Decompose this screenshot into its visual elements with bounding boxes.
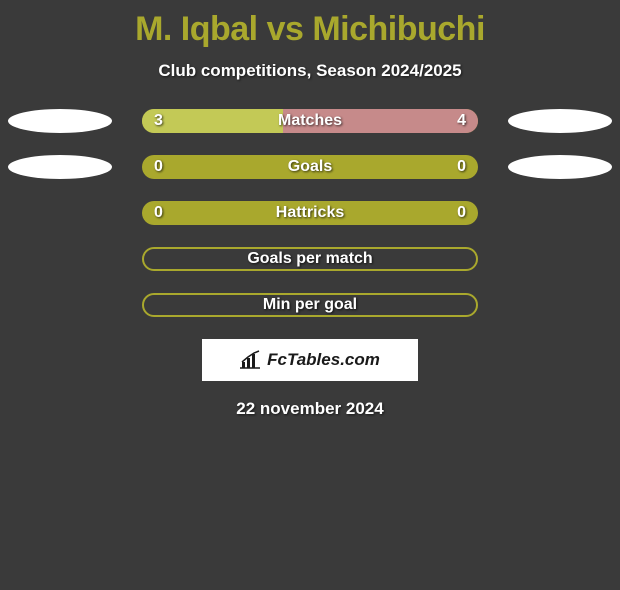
stat-row: 0 0 Goals	[0, 155, 620, 179]
right-value: 0	[457, 204, 466, 222]
left-marker	[8, 109, 112, 133]
stat-bar: 0 0 Hattricks	[142, 201, 478, 225]
stat-label: Hattricks	[276, 204, 344, 222]
left-value: 0	[154, 204, 163, 222]
stat-bar: 3 4 Matches	[142, 109, 478, 133]
stat-bar: 0 0 Goals	[142, 155, 478, 179]
page-title: M. Iqbal vs Michibuchi	[0, 10, 620, 49]
right-value: 0	[457, 158, 466, 176]
source-badge-text: FcTables.com	[267, 350, 380, 370]
source-badge: FcTables.com	[202, 339, 418, 381]
stat-row: Goals per match	[0, 247, 620, 271]
footer-date: 22 november 2024	[0, 399, 620, 419]
stat-label: Matches	[278, 112, 342, 130]
right-marker	[508, 155, 612, 179]
stat-row: 0 0 Hattricks	[0, 201, 620, 225]
stat-row: Min per goal	[0, 293, 620, 317]
left-fill	[142, 109, 283, 133]
chart-icon	[240, 350, 262, 370]
stat-bar: Min per goal	[142, 293, 478, 317]
comparison-chart: 3 4 Matches 0 0 Goals 0 0 Hattricks Goals per mat…	[0, 109, 620, 317]
left-value: 3	[154, 112, 163, 130]
stat-label: Goals per match	[247, 250, 372, 268]
stat-label: Goals	[288, 158, 332, 176]
left-marker	[8, 155, 112, 179]
page-subtitle: Club competitions, Season 2024/2025	[0, 61, 620, 81]
left-value: 0	[154, 158, 163, 176]
right-marker	[508, 109, 612, 133]
stat-row: 3 4 Matches	[0, 109, 620, 133]
right-value: 4	[457, 112, 466, 130]
stat-bar: Goals per match	[142, 247, 478, 271]
stat-label: Min per goal	[263, 296, 357, 314]
